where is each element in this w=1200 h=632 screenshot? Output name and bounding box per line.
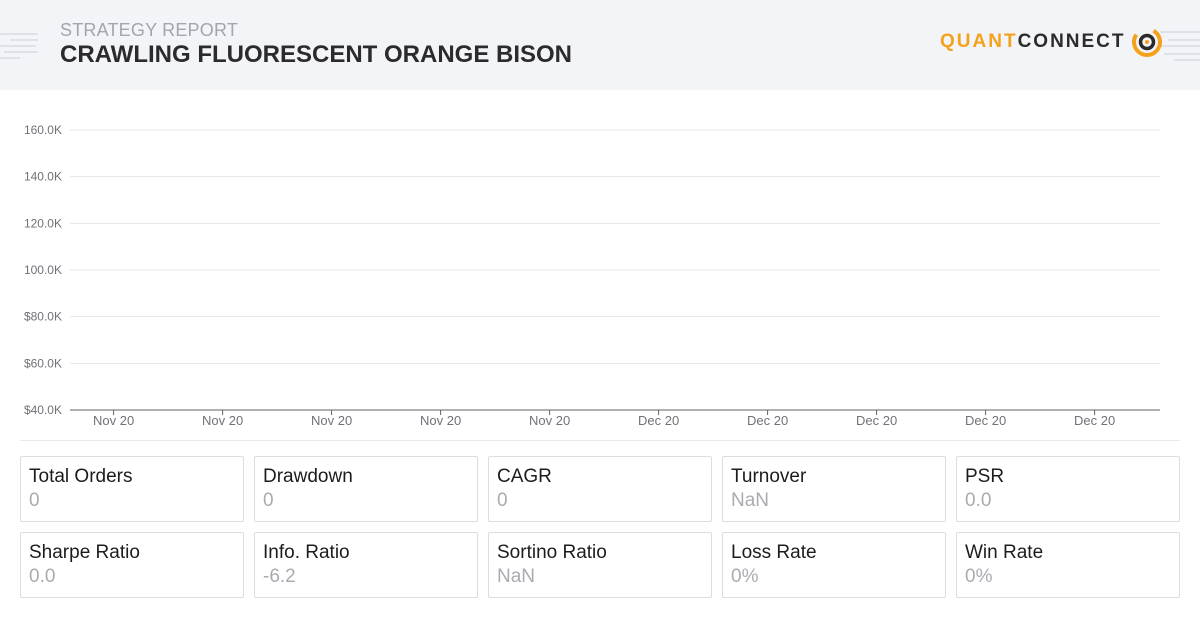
stat-value: 0 <box>263 490 274 511</box>
stat-value: 0% <box>731 566 759 587</box>
x-tick-label: Dec 20 <box>965 413 1006 428</box>
x-tick-label: Nov 20 <box>311 413 352 428</box>
stat-value: 0 <box>497 490 508 511</box>
stat-label: Sharpe Ratio <box>29 542 140 563</box>
stat-label: Drawdown <box>263 466 353 487</box>
stat-label: CAGR <box>497 466 552 487</box>
stat-card-cagr: CAGR 0 <box>488 456 712 522</box>
stat-card-sharpe-ratio: Sharpe Ratio 0.0 <box>20 532 244 598</box>
y-tick-label: 140.0K <box>24 170 62 184</box>
x-tick-label: Dec 20 <box>1074 413 1115 428</box>
stat-label: Info. Ratio <box>263 542 350 563</box>
x-tick-label: Dec 20 <box>856 413 897 428</box>
stat-value: NaN <box>497 566 536 587</box>
y-tick-label: 100.0K <box>24 263 62 277</box>
equity-chart-svg: 160.0K 140.0K 120.0K 100.0K $80.0K $60.0K $40.… <box>24 123 1160 428</box>
section-divider <box>20 440 1180 441</box>
stat-card-total-orders: Total Orders 0 <box>20 456 244 522</box>
y-tick-label: 120.0K <box>24 216 62 230</box>
stat-card-turnover: Turnover NaN <box>722 456 946 522</box>
logo-text-quant: QUANT <box>940 31 1018 52</box>
stat-card-win-rate: Win Rate 0% <box>956 532 1180 598</box>
x-tick-label: Nov 20 <box>93 413 134 428</box>
stat-value: NaN <box>731 490 770 511</box>
stat-card-loss-rate: Loss Rate 0% <box>722 532 946 598</box>
logo-text-connect: CONNECT <box>1017 31 1126 52</box>
stat-value: 0.0 <box>29 566 56 587</box>
x-tick-label: Nov 20 <box>529 413 570 428</box>
y-tick-label: $40.0K <box>24 403 62 417</box>
stat-label: PSR <box>965 466 1005 487</box>
report-subtitle: STRATEGY REPORT <box>60 20 239 40</box>
stat-value: -6.2 <box>263 566 296 587</box>
stat-card-drawdown: Drawdown 0 <box>254 456 478 522</box>
logo-ring-icon <box>1131 27 1162 57</box>
stat-label: Total Orders <box>29 466 133 487</box>
stats-grid: Total Orders 0 Drawdown 0 CAGR 0 Turnove… <box>20 456 1180 598</box>
stat-value: 0.0 <box>965 490 992 511</box>
stat-value: 0% <box>965 566 993 587</box>
stat-card-sortino-ratio: Sortino Ratio NaN <box>488 532 712 598</box>
stat-card-psr: PSR 0.0 <box>956 456 1180 522</box>
stat-value: 0 <box>29 490 40 511</box>
stat-label: Loss Rate <box>731 542 817 563</box>
report-header: STRATEGY REPORT CRAWLING FLUORESCENT ORA… <box>0 0 1200 90</box>
stat-card-info-ratio: Info. Ratio -6.2 <box>254 532 478 598</box>
equity-chart: 160.0K 140.0K 120.0K 100.0K $80.0K $60.0K $40.… <box>0 100 1200 440</box>
x-tick-label: Nov 20 <box>202 413 243 428</box>
x-tick-label: Dec 20 <box>638 413 679 428</box>
x-tick-label: Dec 20 <box>747 413 788 428</box>
y-tick-label: $60.0K <box>24 356 62 370</box>
quantconnect-logo: QUANT CONNECT <box>940 22 1164 62</box>
stat-label: Win Rate <box>965 542 1044 563</box>
strategy-name: CRAWLING FLUORESCENT ORANGE BISON <box>60 41 573 68</box>
y-tick-label: 160.0K <box>24 123 62 137</box>
x-tick-label: Nov 20 <box>420 413 461 428</box>
stat-label: Sortino Ratio <box>497 542 607 563</box>
stat-label: Turnover <box>731 466 807 487</box>
y-tick-label: $80.0K <box>24 310 62 324</box>
